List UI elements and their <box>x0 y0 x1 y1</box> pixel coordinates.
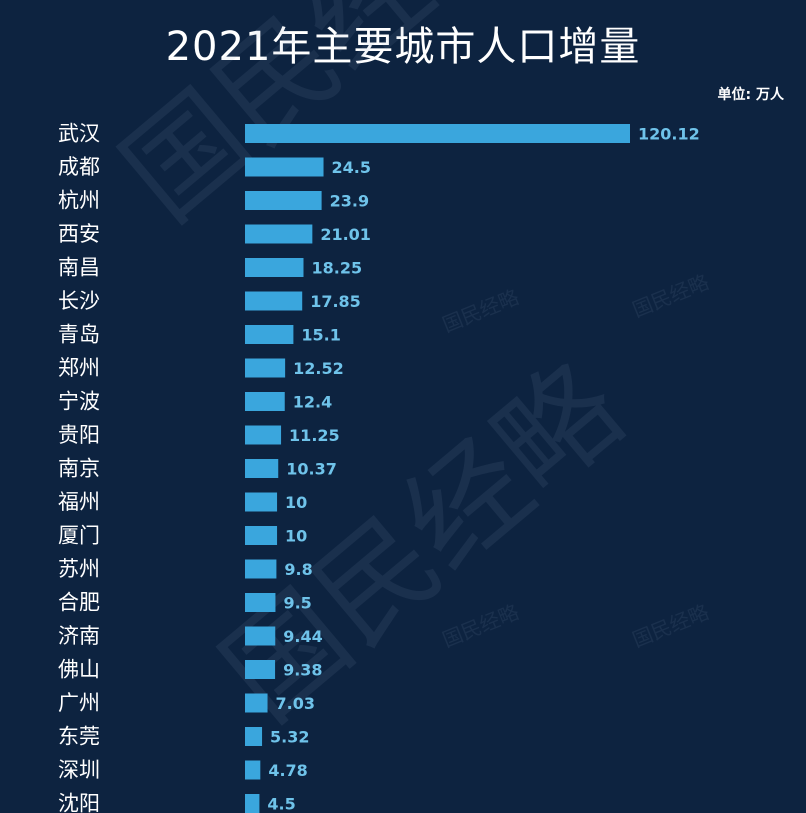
bar <box>245 626 276 646</box>
bar <box>245 425 282 445</box>
value-label: 15.1 <box>301 326 340 345</box>
value-label: 4.78 <box>268 761 307 780</box>
bar <box>245 794 260 813</box>
value-label: 24.5 <box>332 158 371 177</box>
value-label: 17.85 <box>310 292 361 311</box>
category-label: 福州 <box>58 490 100 514</box>
value-label: 23.9 <box>330 192 369 211</box>
category-label: 苏州 <box>58 557 100 581</box>
chart-title: 2021年主要城市人口增量 <box>165 24 641 70</box>
category-label: 西安 <box>58 222 100 246</box>
category-label: 厦门 <box>58 524 100 548</box>
category-label: 佛山 <box>58 658 100 682</box>
bar <box>245 559 277 579</box>
category-label: 杭州 <box>58 189 100 213</box>
bar <box>245 760 261 780</box>
category-label: 长沙 <box>58 289 100 313</box>
value-label: 12.4 <box>293 393 332 412</box>
bar <box>245 258 304 277</box>
bar <box>245 392 285 411</box>
bar <box>245 459 279 478</box>
value-label: 5.32 <box>270 728 309 747</box>
value-label: 9.5 <box>283 594 311 613</box>
category-label: 深圳 <box>58 758 100 782</box>
category-label: 郑州 <box>58 356 100 380</box>
category-label: 南京 <box>58 457 100 481</box>
value-label: 9.8 <box>284 560 312 579</box>
category-label: 宁波 <box>58 390 100 414</box>
bar <box>245 358 286 378</box>
bar <box>245 291 303 311</box>
category-label: 成都 <box>58 155 100 179</box>
bar <box>245 727 263 746</box>
value-label: 4.5 <box>267 795 295 813</box>
bar <box>245 191 322 210</box>
bar <box>245 325 294 344</box>
category-label: 青岛 <box>58 323 100 347</box>
value-label: 7.03 <box>276 694 315 713</box>
category-label: 沈阳 <box>58 792 100 813</box>
bar <box>245 157 324 177</box>
value-label: 10 <box>285 493 307 512</box>
category-label: 广州 <box>58 691 100 715</box>
value-label: 10 <box>285 527 307 546</box>
value-label: 18.25 <box>311 259 362 278</box>
category-label: 南昌 <box>58 256 100 280</box>
value-label: 9.38 <box>283 661 322 680</box>
value-label: 120.12 <box>638 125 700 144</box>
value-label: 12.52 <box>293 359 344 378</box>
category-label: 合肥 <box>58 591 100 615</box>
bar <box>245 492 278 512</box>
bar <box>245 693 268 713</box>
category-label: 济南 <box>58 624 100 648</box>
bar <box>245 224 313 244</box>
value-label: 21.01 <box>320 225 371 244</box>
value-label: 11.25 <box>289 426 340 445</box>
bar <box>245 660 276 679</box>
bar <box>245 124 630 143</box>
value-label: 9.44 <box>283 627 322 646</box>
bar <box>245 526 278 545</box>
category-label: 武汉 <box>58 122 100 146</box>
category-label: 东莞 <box>58 725 100 749</box>
unit-label: 单位: 万人 <box>717 87 784 103</box>
bar <box>245 593 276 612</box>
value-label: 10.37 <box>286 460 337 479</box>
category-label: 贵阳 <box>58 423 100 447</box>
